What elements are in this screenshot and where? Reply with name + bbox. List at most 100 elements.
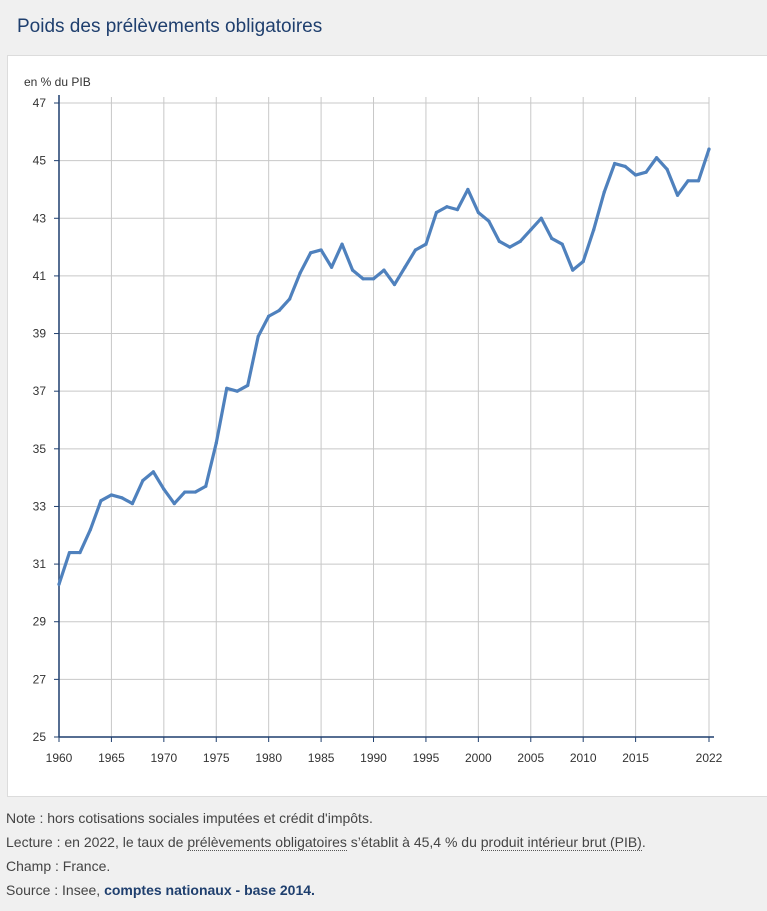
y-tick-label: 45 bbox=[33, 154, 47, 168]
x-tick-label: 1995 bbox=[413, 751, 440, 765]
data-point[interactable] bbox=[298, 271, 302, 275]
data-point[interactable] bbox=[487, 219, 491, 223]
data-point[interactable] bbox=[88, 527, 93, 532]
data-point[interactable] bbox=[613, 161, 617, 166]
data-point[interactable] bbox=[183, 490, 187, 494]
data-point[interactable] bbox=[634, 173, 638, 177]
lecture-line: Lecture : en 2022, le taux de prélèvemen… bbox=[6, 830, 646, 854]
grid-lines bbox=[58, 97, 710, 738]
y-tick-label: 31 bbox=[33, 557, 47, 571]
data-point[interactable] bbox=[172, 501, 176, 506]
y-tick-label: 41 bbox=[33, 269, 47, 283]
data-point[interactable] bbox=[539, 216, 543, 220]
chart-title: Poids des prélèvements obligatoires bbox=[17, 16, 323, 37]
y-tick-label: 39 bbox=[33, 327, 47, 341]
y-tick-label: 25 bbox=[33, 730, 47, 744]
data-point[interactable] bbox=[204, 484, 208, 488]
data-point[interactable] bbox=[130, 501, 134, 506]
data-point[interactable] bbox=[329, 265, 334, 269]
data-point[interactable] bbox=[476, 210, 480, 215]
y-tick-labels: 25 27 29 31 33 35 37 39 41 43 45 47 bbox=[33, 96, 47, 744]
data-point[interactable] bbox=[246, 383, 250, 388]
data-point[interactable] bbox=[424, 242, 428, 246]
x-tick-label: 1965 bbox=[98, 751, 125, 765]
y-tick-label: 33 bbox=[33, 499, 47, 513]
data-point[interactable] bbox=[466, 187, 470, 192]
x-tick-label: 2015 bbox=[622, 751, 649, 765]
data-point[interactable] bbox=[350, 268, 355, 272]
data-point[interactable] bbox=[235, 389, 239, 393]
source-line: Source : Insee, comptes nationaux - base… bbox=[6, 878, 646, 902]
x-tick-labels: 1960 1965 1970 1975 1980 1985 1990 1995 2000 2005… bbox=[46, 751, 723, 765]
axes bbox=[54, 95, 714, 742]
source-text: Source : Insee, bbox=[6, 882, 105, 898]
y-tick-label: 27 bbox=[33, 672, 47, 686]
data-point[interactable] bbox=[518, 239, 522, 243]
data-point[interactable] bbox=[550, 236, 554, 241]
data-point[interactable] bbox=[267, 314, 271, 318]
data-point[interactable] bbox=[696, 179, 701, 183]
data-point[interactable] bbox=[288, 297, 292, 301]
data-point[interactable] bbox=[193, 490, 197, 494]
x-tick-label: 2010 bbox=[570, 751, 597, 765]
data-point[interactable] bbox=[109, 493, 114, 497]
data-point[interactable] bbox=[214, 441, 218, 445]
data-point[interactable] bbox=[57, 582, 61, 586]
data-point[interactable] bbox=[455, 208, 459, 212]
data-point[interactable] bbox=[445, 205, 449, 209]
lecture-text: Lecture : en 2022, le taux de bbox=[6, 834, 188, 850]
data-point[interactable] bbox=[497, 239, 501, 243]
data-point[interactable] bbox=[78, 550, 82, 555]
data-point[interactable] bbox=[665, 167, 669, 171]
data-point[interactable] bbox=[371, 277, 376, 281]
data-point[interactable] bbox=[392, 282, 397, 287]
data-point[interactable] bbox=[99, 499, 103, 503]
x-tick-label: 1990 bbox=[360, 751, 387, 765]
note-line: Note : hors cotisations sociales imputée… bbox=[6, 810, 373, 826]
data-point[interactable] bbox=[602, 190, 606, 194]
data-point[interactable] bbox=[319, 248, 323, 252]
y-tick-label: 47 bbox=[33, 96, 47, 110]
data-point[interactable] bbox=[225, 386, 229, 390]
data-point[interactable] bbox=[644, 170, 648, 174]
data-point[interactable] bbox=[309, 251, 313, 255]
data-point[interactable] bbox=[277, 308, 281, 313]
data-point[interactable] bbox=[434, 210, 439, 215]
data-point[interactable] bbox=[560, 242, 564, 246]
y-tick-label: 37 bbox=[33, 384, 47, 398]
champ-line: Champ : France. bbox=[6, 858, 111, 874]
data-point[interactable] bbox=[120, 496, 124, 500]
lecture-text-end: . bbox=[641, 834, 646, 850]
lecture-text-mid: s’établit à 45,4 % du bbox=[346, 834, 481, 850]
data-point[interactable] bbox=[67, 550, 72, 555]
data-point[interactable] bbox=[403, 265, 407, 269]
x-tick-label: 2000 bbox=[465, 751, 492, 765]
data-point[interactable] bbox=[151, 470, 155, 474]
chart-notes: Note : hors cotisations sociales imputée… bbox=[6, 806, 646, 902]
data-point[interactable] bbox=[581, 259, 585, 264]
data-point[interactable] bbox=[256, 334, 260, 339]
data-point[interactable] bbox=[382, 268, 386, 272]
data-point[interactable] bbox=[623, 164, 627, 168]
data-point[interactable] bbox=[571, 268, 575, 272]
data-point[interactable] bbox=[141, 478, 145, 483]
line-chart: 25 27 29 31 33 35 37 39 41 43 45 47 1960 1965 1970 197… bbox=[24, 75, 723, 765]
data-point[interactable] bbox=[340, 242, 344, 246]
chart-panel bbox=[7, 55, 767, 797]
data-point[interactable] bbox=[675, 193, 680, 197]
data-point[interactable] bbox=[162, 487, 166, 491]
data-point[interactable] bbox=[707, 147, 711, 151]
link-pib[interactable]: produit intérieur brut (PIB) bbox=[480, 834, 642, 851]
source-link[interactable]: comptes nationaux - base 2014. bbox=[104, 882, 315, 898]
data-point[interactable] bbox=[529, 228, 533, 232]
data-point[interactable] bbox=[508, 245, 512, 249]
data-point[interactable] bbox=[654, 156, 659, 160]
data-point[interactable] bbox=[592, 228, 596, 232]
data-point[interactable] bbox=[686, 179, 690, 183]
data-point[interactable] bbox=[361, 277, 365, 281]
y-tick-label: 29 bbox=[33, 615, 47, 629]
data-point[interactable] bbox=[413, 248, 418, 252]
link-prelevements[interactable]: prélèvements obligatoires bbox=[187, 834, 347, 851]
y-tick-label: 43 bbox=[33, 211, 47, 225]
y-axis-label: en % du PIB bbox=[24, 75, 91, 89]
